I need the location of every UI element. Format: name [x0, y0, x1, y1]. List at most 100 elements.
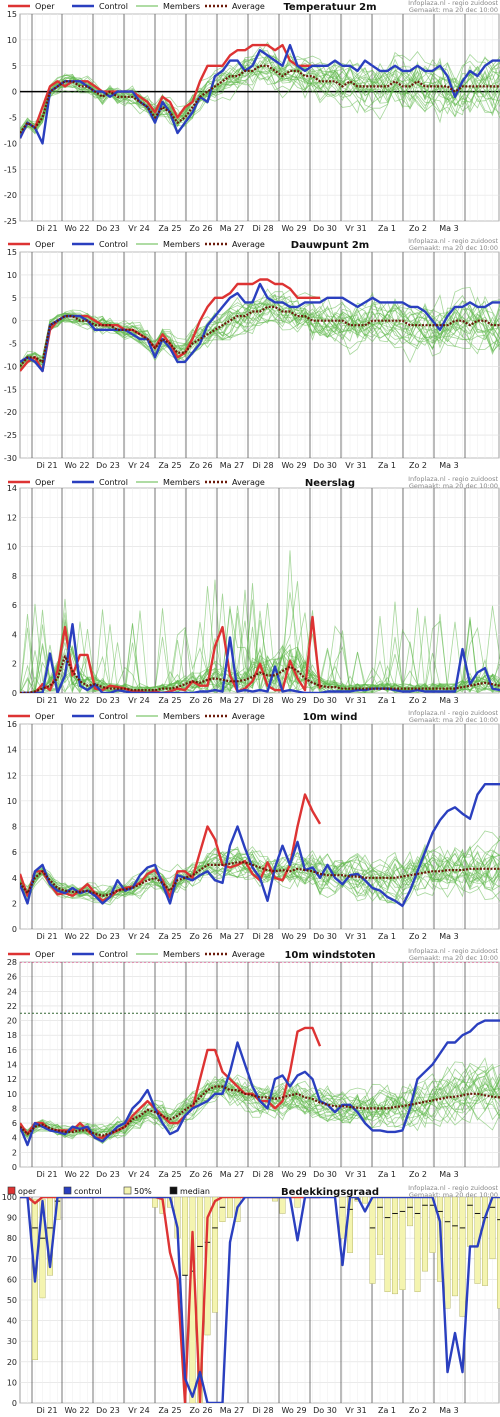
x-tick-label: Do 23	[96, 224, 120, 233]
y-tick-label: 12	[7, 513, 17, 522]
y-tick-label: 4	[12, 1134, 17, 1143]
y-tick-label: 6	[12, 1119, 17, 1128]
control-series-line	[20, 1019, 500, 1147]
x-tick-label: Zo 26	[189, 932, 212, 941]
y-tick-label: 8	[12, 1104, 17, 1113]
grid	[20, 251, 500, 459]
y-tick-label: 2	[12, 899, 17, 908]
y-tick-label: 0	[12, 317, 17, 326]
percentile-bar	[362, 1197, 368, 1204]
percentile-bar	[414, 1197, 421, 1293]
y-tick-label: -20	[4, 191, 17, 200]
x-tick-label: Do 23	[96, 696, 120, 705]
y-tick-label: 10	[7, 36, 17, 45]
x-tick-label: Zo 2	[409, 1406, 427, 1415]
x-tick-label: Vr 31	[345, 224, 366, 233]
percentile-bar	[377, 1197, 383, 1255]
legend: Oper Control Members Average	[8, 712, 265, 721]
legend-label: Control	[99, 712, 128, 721]
percentile-bar	[54, 1197, 61, 1220]
legend-label: Oper	[35, 240, 55, 249]
y-tick-label: 14	[7, 1061, 17, 1070]
oper-series-line	[20, 1197, 320, 1403]
x-tick-label: Za 1	[378, 696, 396, 705]
x-tick-label: Wo 29	[281, 932, 306, 941]
legend-label: Oper	[35, 712, 55, 721]
x-tick-label: Ma 3	[439, 1170, 458, 1179]
y-tick-label: 26	[7, 973, 17, 982]
member-line	[20, 302, 500, 363]
x-tick-label: Do 23	[96, 1170, 120, 1179]
chart-title: Neerslag	[305, 478, 355, 489]
legend-label: 50%	[134, 1187, 152, 1196]
y-tick-label: 4	[12, 874, 17, 883]
y-tick-label: 14	[7, 746, 17, 755]
x-tick-label: Zo 2	[409, 696, 427, 705]
member-line	[20, 299, 500, 370]
percentile-bar	[39, 1198, 46, 1299]
x-tick-label: Za 25	[158, 461, 181, 470]
member-line	[20, 53, 500, 133]
x-tick-label: Wo 22	[64, 932, 89, 941]
control-series-line	[20, 623, 500, 693]
x-tick-label: Ma 27	[220, 461, 245, 470]
x-tick-label: Vr 24	[128, 932, 149, 941]
percentile-bar	[459, 1197, 466, 1317]
percentile-bar	[399, 1197, 406, 1290]
legend-label: Members	[163, 712, 200, 721]
legend-label: Average	[232, 240, 265, 249]
x-tick-label: Za 1	[378, 461, 396, 470]
y-tick-label: -30	[4, 454, 17, 463]
y-tick-label: -10	[4, 362, 17, 371]
x-tick-label: Vr 31	[345, 1170, 366, 1179]
x-tick-label: Ma 27	[220, 696, 245, 705]
percentile-bar	[227, 1197, 233, 1218]
x-tick-label: Za 1	[378, 932, 396, 941]
y-tick-label: 20	[7, 1017, 17, 1026]
y-tick-label: 60	[7, 1275, 17, 1284]
x-tick-label: Di 21	[36, 932, 57, 941]
x-tick-label: Do 30	[313, 932, 337, 941]
x-tick-label: Zo 26	[189, 224, 212, 233]
y-tick-label: 0	[12, 88, 17, 97]
x-tick-label: Di 21	[36, 1170, 57, 1179]
chart-title: Dauwpunt 2m	[291, 240, 369, 251]
x-tick-label: Wo 29	[281, 224, 306, 233]
chart-title: Bedekkingsgraad	[281, 1187, 379, 1198]
y-tick-label: 100	[2, 1193, 17, 1202]
x-tick-label: Di 28	[252, 1406, 273, 1415]
x-tick-label: Do 23	[96, 461, 120, 470]
y-tick-label: 16	[7, 720, 17, 729]
chart-panel: -25 -20 -15 -10 -5 0 5 10 15 Di 21 Wo 22 Do 23 Vr 24…	[4, 0, 500, 233]
x-tick-label: Ma 27	[220, 224, 245, 233]
y-tick-label: 0	[12, 1163, 17, 1172]
x-tick-label: Ma 3	[439, 461, 458, 470]
x-tick-label: Di 28	[252, 932, 273, 941]
percentile-bar	[339, 1197, 346, 1239]
average-series-line	[20, 861, 500, 897]
x-tick-label: Wo 22	[64, 224, 89, 233]
legend-label: Average	[232, 2, 265, 11]
legend-swatch	[7, 1186, 16, 1195]
x-tick-label: Vr 31	[345, 461, 366, 470]
legend-label: Average	[232, 478, 265, 487]
average-series-line	[20, 1085, 500, 1137]
x-tick-label: Za 25	[158, 1406, 181, 1415]
y-tick-label: 10	[7, 543, 17, 552]
x-tick-label: Do 30	[313, 461, 337, 470]
x-tick-label: Wo 22	[64, 1406, 89, 1415]
member-line	[20, 1076, 500, 1140]
x-tick-label: Di 21	[36, 461, 57, 470]
x-tick-label: Di 21	[36, 696, 57, 705]
y-tick-label: -10	[4, 139, 17, 148]
x-tick-label: Ma 3	[439, 932, 458, 941]
x-tick-label: Za 25	[158, 696, 181, 705]
y-tick-label: 10	[7, 797, 17, 806]
x-tick-label: Di 21	[36, 1406, 57, 1415]
percentile-bar	[167, 1197, 173, 1208]
x-tick-label: Wo 22	[64, 461, 89, 470]
percentile-bar	[182, 1197, 188, 1276]
percentile-bar	[452, 1197, 458, 1297]
x-tick-label: Vr 24	[128, 1406, 149, 1415]
